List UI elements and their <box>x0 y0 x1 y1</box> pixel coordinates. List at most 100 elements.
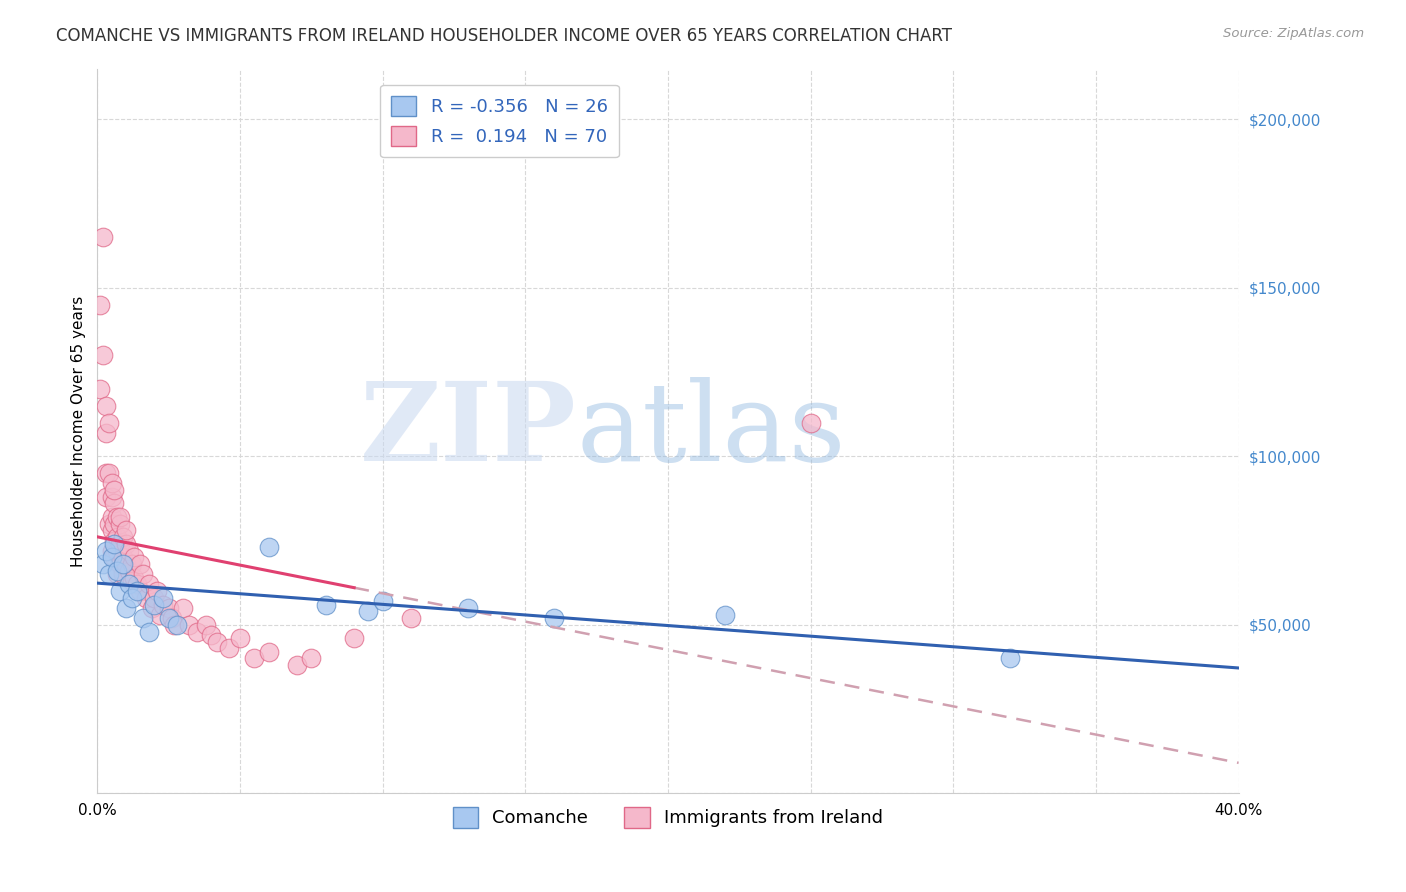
Point <box>91 230 114 244</box>
Point <box>89 297 111 311</box>
Point <box>100 524 122 538</box>
Point <box>135 591 157 605</box>
Point <box>103 496 125 510</box>
Point <box>112 567 135 582</box>
Text: ZIP: ZIP <box>360 377 576 484</box>
Point <box>105 530 128 544</box>
Point <box>94 425 117 440</box>
Point <box>115 537 138 551</box>
Point <box>186 624 208 639</box>
Point <box>257 645 280 659</box>
Point <box>129 557 152 571</box>
Point <box>177 617 200 632</box>
Text: Source: ZipAtlas.com: Source: ZipAtlas.com <box>1223 27 1364 40</box>
Point <box>100 476 122 491</box>
Point <box>103 483 125 497</box>
Point <box>152 591 174 605</box>
Point <box>118 543 141 558</box>
Point <box>200 628 222 642</box>
Point <box>357 604 380 618</box>
Point <box>115 524 138 538</box>
Point <box>157 601 180 615</box>
Point <box>103 533 125 548</box>
Point <box>100 509 122 524</box>
Point <box>103 550 125 565</box>
Point <box>143 598 166 612</box>
Point <box>121 591 143 605</box>
Point <box>138 577 160 591</box>
Point <box>118 564 141 578</box>
Point <box>457 601 479 615</box>
Point <box>97 567 120 582</box>
Point <box>1000 651 1022 665</box>
Point <box>172 601 194 615</box>
Point <box>112 550 135 565</box>
Point <box>141 601 163 615</box>
Point <box>194 617 217 632</box>
Point <box>121 557 143 571</box>
Point <box>100 490 122 504</box>
Point <box>112 557 135 571</box>
Point <box>299 651 322 665</box>
Legend: Comanche, Immigrants from Ireland: Comanche, Immigrants from Ireland <box>446 800 890 835</box>
Point <box>543 611 565 625</box>
Point <box>100 550 122 565</box>
Point <box>129 584 152 599</box>
Point <box>100 543 122 558</box>
Point <box>97 466 120 480</box>
Point <box>103 537 125 551</box>
Point <box>160 611 183 625</box>
Point <box>108 537 131 551</box>
Point <box>112 530 135 544</box>
Text: atlas: atlas <box>576 377 846 484</box>
Point <box>138 624 160 639</box>
Point <box>89 382 111 396</box>
Point <box>97 516 120 531</box>
Point <box>371 594 394 608</box>
Point <box>94 399 117 413</box>
Point <box>91 557 114 571</box>
Point <box>115 601 138 615</box>
Point <box>166 617 188 632</box>
Point <box>118 577 141 591</box>
Point <box>91 348 114 362</box>
Point <box>146 584 169 599</box>
Point <box>115 557 138 571</box>
Point <box>243 651 266 665</box>
Point <box>132 611 155 625</box>
Point <box>108 584 131 599</box>
Point <box>94 490 117 504</box>
Point <box>157 611 180 625</box>
Point <box>105 509 128 524</box>
Point <box>257 541 280 555</box>
Point <box>124 571 146 585</box>
Point <box>105 564 128 578</box>
Point <box>94 543 117 558</box>
Point <box>285 658 308 673</box>
Point <box>108 509 131 524</box>
Point <box>205 634 228 648</box>
Point <box>108 557 131 571</box>
Point <box>218 641 240 656</box>
Point <box>229 632 252 646</box>
Point <box>152 598 174 612</box>
Point <box>149 607 172 622</box>
Point <box>124 550 146 565</box>
Point <box>315 598 337 612</box>
Point <box>94 466 117 480</box>
Point <box>343 632 366 646</box>
Point <box>800 416 823 430</box>
Point <box>132 567 155 582</box>
Point <box>121 574 143 588</box>
Y-axis label: Householder Income Over 65 years: Householder Income Over 65 years <box>72 295 86 566</box>
Text: COMANCHE VS IMMIGRANTS FROM IRELAND HOUSEHOLDER INCOME OVER 65 YEARS CORRELATION: COMANCHE VS IMMIGRANTS FROM IRELAND HOUS… <box>56 27 952 45</box>
Point <box>163 617 186 632</box>
Point <box>105 567 128 582</box>
Point <box>97 416 120 430</box>
Point <box>103 516 125 531</box>
Point <box>714 607 737 622</box>
Point <box>127 577 149 591</box>
Point <box>399 611 422 625</box>
Point <box>143 591 166 605</box>
Point <box>108 516 131 531</box>
